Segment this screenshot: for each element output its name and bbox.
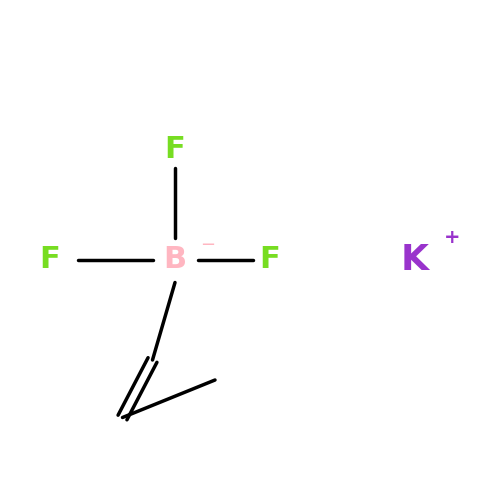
Text: F: F (164, 136, 186, 164)
Text: −: − (200, 236, 215, 254)
Text: B: B (164, 246, 186, 274)
Text: K: K (401, 243, 429, 277)
Text: +: + (444, 228, 461, 247)
Text: F: F (40, 246, 60, 274)
Text: F: F (260, 246, 280, 274)
